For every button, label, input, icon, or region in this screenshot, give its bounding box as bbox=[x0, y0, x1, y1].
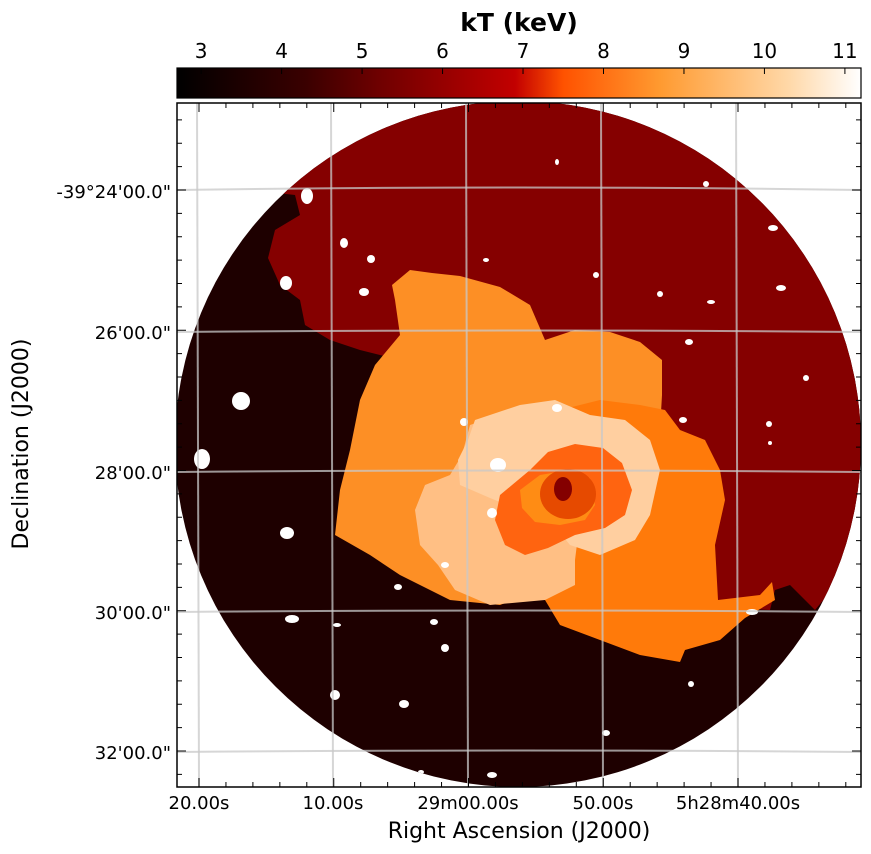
y-tick-label: 32'00.0" bbox=[95, 743, 171, 764]
colorbar-tick-label: 10 bbox=[752, 39, 777, 63]
colorbar-title: kT (keV) bbox=[460, 8, 578, 37]
masked-point-sources bbox=[194, 159, 809, 778]
map-area bbox=[177, 103, 861, 787]
colorbar-tick-label: 11 bbox=[832, 39, 857, 63]
coordinate-grid bbox=[177, 103, 861, 787]
y-tick-label: 28'00.0" bbox=[95, 463, 171, 484]
x-tick-label: 29m00.00s bbox=[417, 793, 518, 814]
colorbar-tick-label: 5 bbox=[356, 39, 369, 63]
colorbar-ticks bbox=[200, 68, 846, 74]
colorbar-tick-label: 9 bbox=[678, 39, 691, 63]
x-tick-label: 5h28m40.00s bbox=[676, 793, 800, 814]
colorbar bbox=[176, 67, 862, 99]
colorbar-tick-labels: 3 4 5 6 7 8 9 10 11 bbox=[195, 39, 858, 63]
axis-ticks bbox=[177, 103, 861, 787]
region-core-center bbox=[554, 477, 572, 501]
colorbar-tick-label: 4 bbox=[275, 39, 288, 63]
y-tick-label: 26'00.0" bbox=[95, 323, 171, 344]
x-tick-label: 20.00s bbox=[169, 793, 230, 814]
colorbar-tick-label: 7 bbox=[517, 39, 530, 63]
y-tick-label: 30'00.0" bbox=[95, 603, 171, 624]
colorbar-tick-label: 8 bbox=[597, 39, 610, 63]
colorbar-tick-label: 6 bbox=[436, 39, 449, 63]
y-tick-label: -39°24'00.0" bbox=[56, 182, 171, 203]
colorbar-tick-label: 3 bbox=[195, 39, 208, 63]
x-tick-label: 50.00s bbox=[573, 793, 634, 814]
y-axis-label: Declination (J2000) bbox=[9, 339, 34, 550]
x-tick-label: 10.00s bbox=[303, 793, 364, 814]
plot-frame bbox=[176, 102, 862, 788]
x-axis-label: Right Ascension (J2000) bbox=[388, 819, 651, 844]
